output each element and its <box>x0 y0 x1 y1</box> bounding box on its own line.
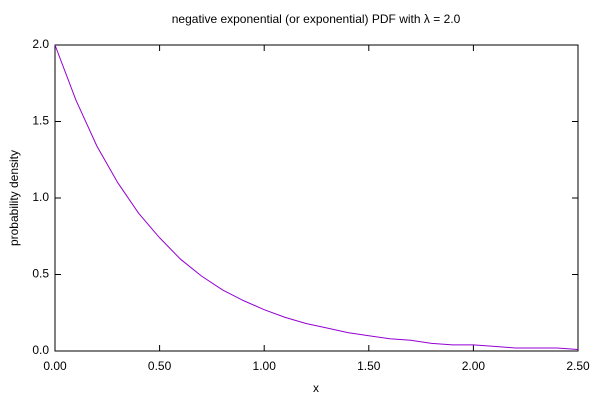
x-tick-label: 0.50 <box>148 359 172 373</box>
chart-title: negative exponential (or exponential) PD… <box>172 12 461 26</box>
x-axis-label: x <box>313 381 319 395</box>
x-tick-label: 1.00 <box>253 359 277 373</box>
x-tick-label: 2.00 <box>462 359 486 373</box>
y-tick-label: 1.0 <box>32 190 49 204</box>
x-tick-label: 0.00 <box>43 359 67 373</box>
x-tick-label: 1.50 <box>357 359 381 373</box>
y-tick-label: 0.5 <box>32 267 49 281</box>
y-tick-label: 0.0 <box>32 343 49 357</box>
x-tick-label: 2.50 <box>566 359 590 373</box>
line-series <box>54 44 579 350</box>
y-tick-label: 1.5 <box>32 114 49 128</box>
y-tick-label: 2.0 <box>32 37 49 51</box>
y-axis-label: probability density <box>7 150 21 246</box>
plot-border <box>54 44 579 352</box>
